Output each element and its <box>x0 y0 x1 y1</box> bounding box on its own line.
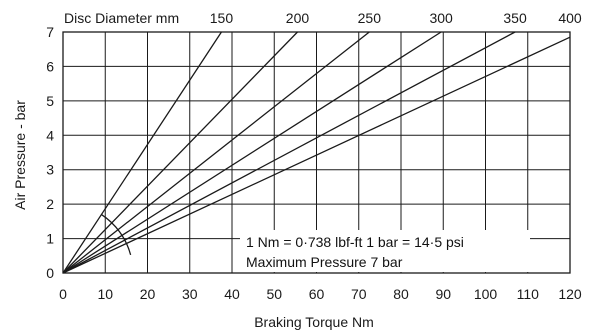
x-tick-label: 90 <box>435 286 451 302</box>
series-line-400 <box>62 36 571 274</box>
x-tick-label: 10 <box>97 286 113 302</box>
y-tick-label: 1 <box>46 231 54 247</box>
series-line-150 <box>62 31 222 274</box>
annotations: 1 Nm = 0·738 lbf-ft 1 bar = 14·5 psi Max… <box>240 230 530 272</box>
series-line-300 <box>62 31 442 274</box>
x-tick-label: 70 <box>351 286 367 302</box>
x-tick-label: 110 <box>517 286 540 302</box>
y-tick-label: 6 <box>46 58 54 74</box>
x-tick-label: 100 <box>474 286 498 302</box>
plot-frame <box>62 31 571 274</box>
x-tick-label: 80 <box>393 286 409 302</box>
x-tick-label: 30 <box>182 286 198 302</box>
x-tick-label: 40 <box>224 286 240 302</box>
series-lines: 150 200 250 300 350 400 <box>62 10 582 274</box>
x-tick-label: 60 <box>309 286 325 302</box>
y-tick-label: 4 <box>46 127 54 143</box>
disc-diameter-label-300: 300 <box>429 10 453 26</box>
series-line-350 <box>62 31 516 274</box>
disc-diameter-label-250: 250 <box>358 10 382 26</box>
y-tick-label: 7 <box>46 24 54 40</box>
y-tick-label: 3 <box>46 162 54 178</box>
series-line-200 <box>62 31 298 274</box>
y-tick-label: 2 <box>46 196 54 212</box>
disc-diameter-label-350: 350 <box>503 10 527 26</box>
x-tick-label: 20 <box>140 286 156 302</box>
series-line-250 <box>62 31 370 274</box>
annotation-conversion: 1 Nm = 0·738 lbf-ft 1 bar = 14·5 psi <box>246 234 464 250</box>
x-axis-label: Braking Torque Nm <box>254 314 374 330</box>
annotation-background <box>240 230 530 272</box>
pressure-arc-curve <box>100 213 132 256</box>
y-tick-label: 0 <box>46 265 54 281</box>
y-tick-label: 5 <box>46 93 54 109</box>
annotation-max-pressure: Maximum Pressure 7 bar <box>246 254 403 270</box>
x-tick-label: 50 <box>266 286 282 302</box>
disc-diameter-label-150: 150 <box>210 10 234 26</box>
top-axis-label: Disc Diameter mm <box>64 10 179 26</box>
disc-diameter-label-400: 400 <box>558 10 582 26</box>
disc-diameter-label-200: 200 <box>286 10 310 26</box>
grid <box>62 31 571 274</box>
x-tick-label: 120 <box>558 286 582 302</box>
y-axis-label: Air Pressure - bar <box>12 100 28 210</box>
tick-labels: 0 10 20 30 40 50 60 70 80 90 100 110 120 0 1 2 3 4 5 6 7 <box>46 24 582 302</box>
x-tick-label: 0 <box>59 286 67 302</box>
pressure-arc <box>100 213 132 256</box>
